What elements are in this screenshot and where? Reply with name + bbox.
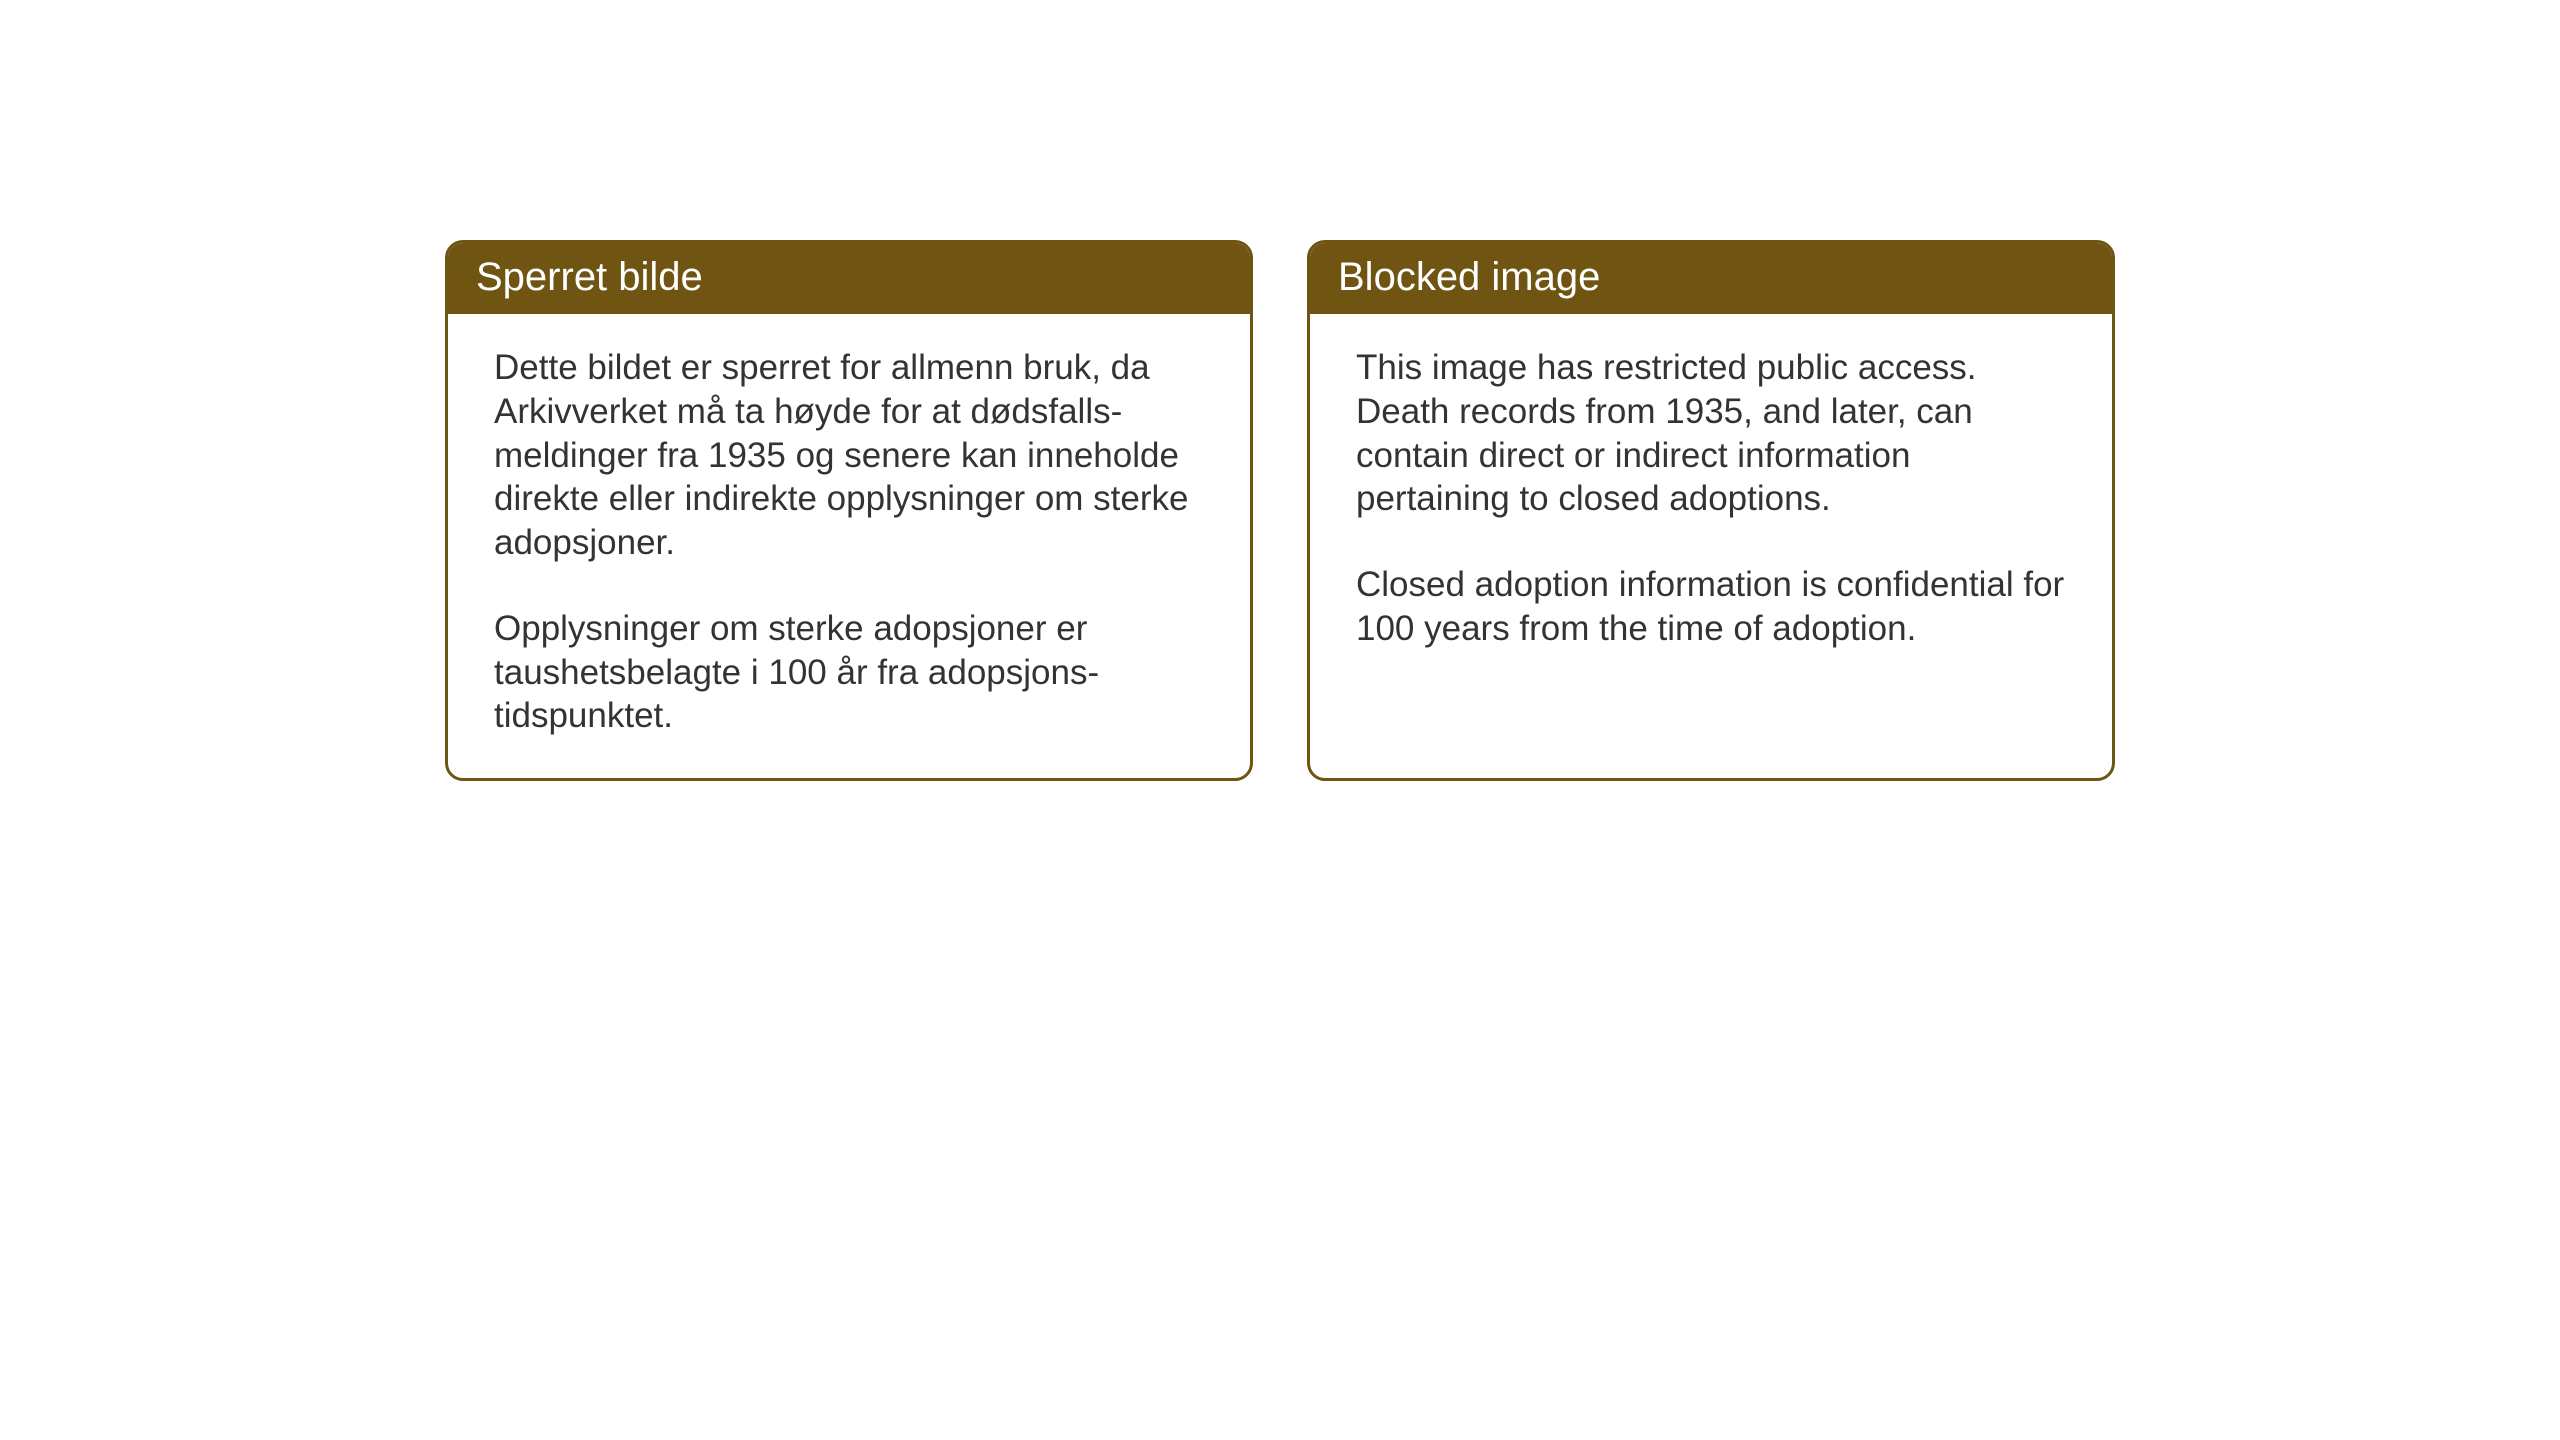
english-paragraph-2: Closed adoption information is confident…	[1356, 563, 2066, 651]
english-card-title: Blocked image	[1310, 243, 2112, 314]
norwegian-paragraph-1: Dette bildet er sperret for allmenn bruk…	[494, 346, 1204, 565]
english-paragraph-1: This image has restricted public access.…	[1356, 346, 2066, 521]
norwegian-card: Sperret bilde Dette bildet er sperret fo…	[445, 240, 1253, 781]
norwegian-card-body: Dette bildet er sperret for allmenn bruk…	[448, 314, 1250, 778]
notice-cards-container: Sperret bilde Dette bildet er sperret fo…	[445, 240, 2115, 781]
english-card: Blocked image This image has restricted …	[1307, 240, 2115, 781]
norwegian-card-title: Sperret bilde	[448, 243, 1250, 314]
norwegian-paragraph-2: Opplysninger om sterke adopsjoner er tau…	[494, 607, 1204, 738]
english-card-body: This image has restricted public access.…	[1310, 314, 2112, 744]
